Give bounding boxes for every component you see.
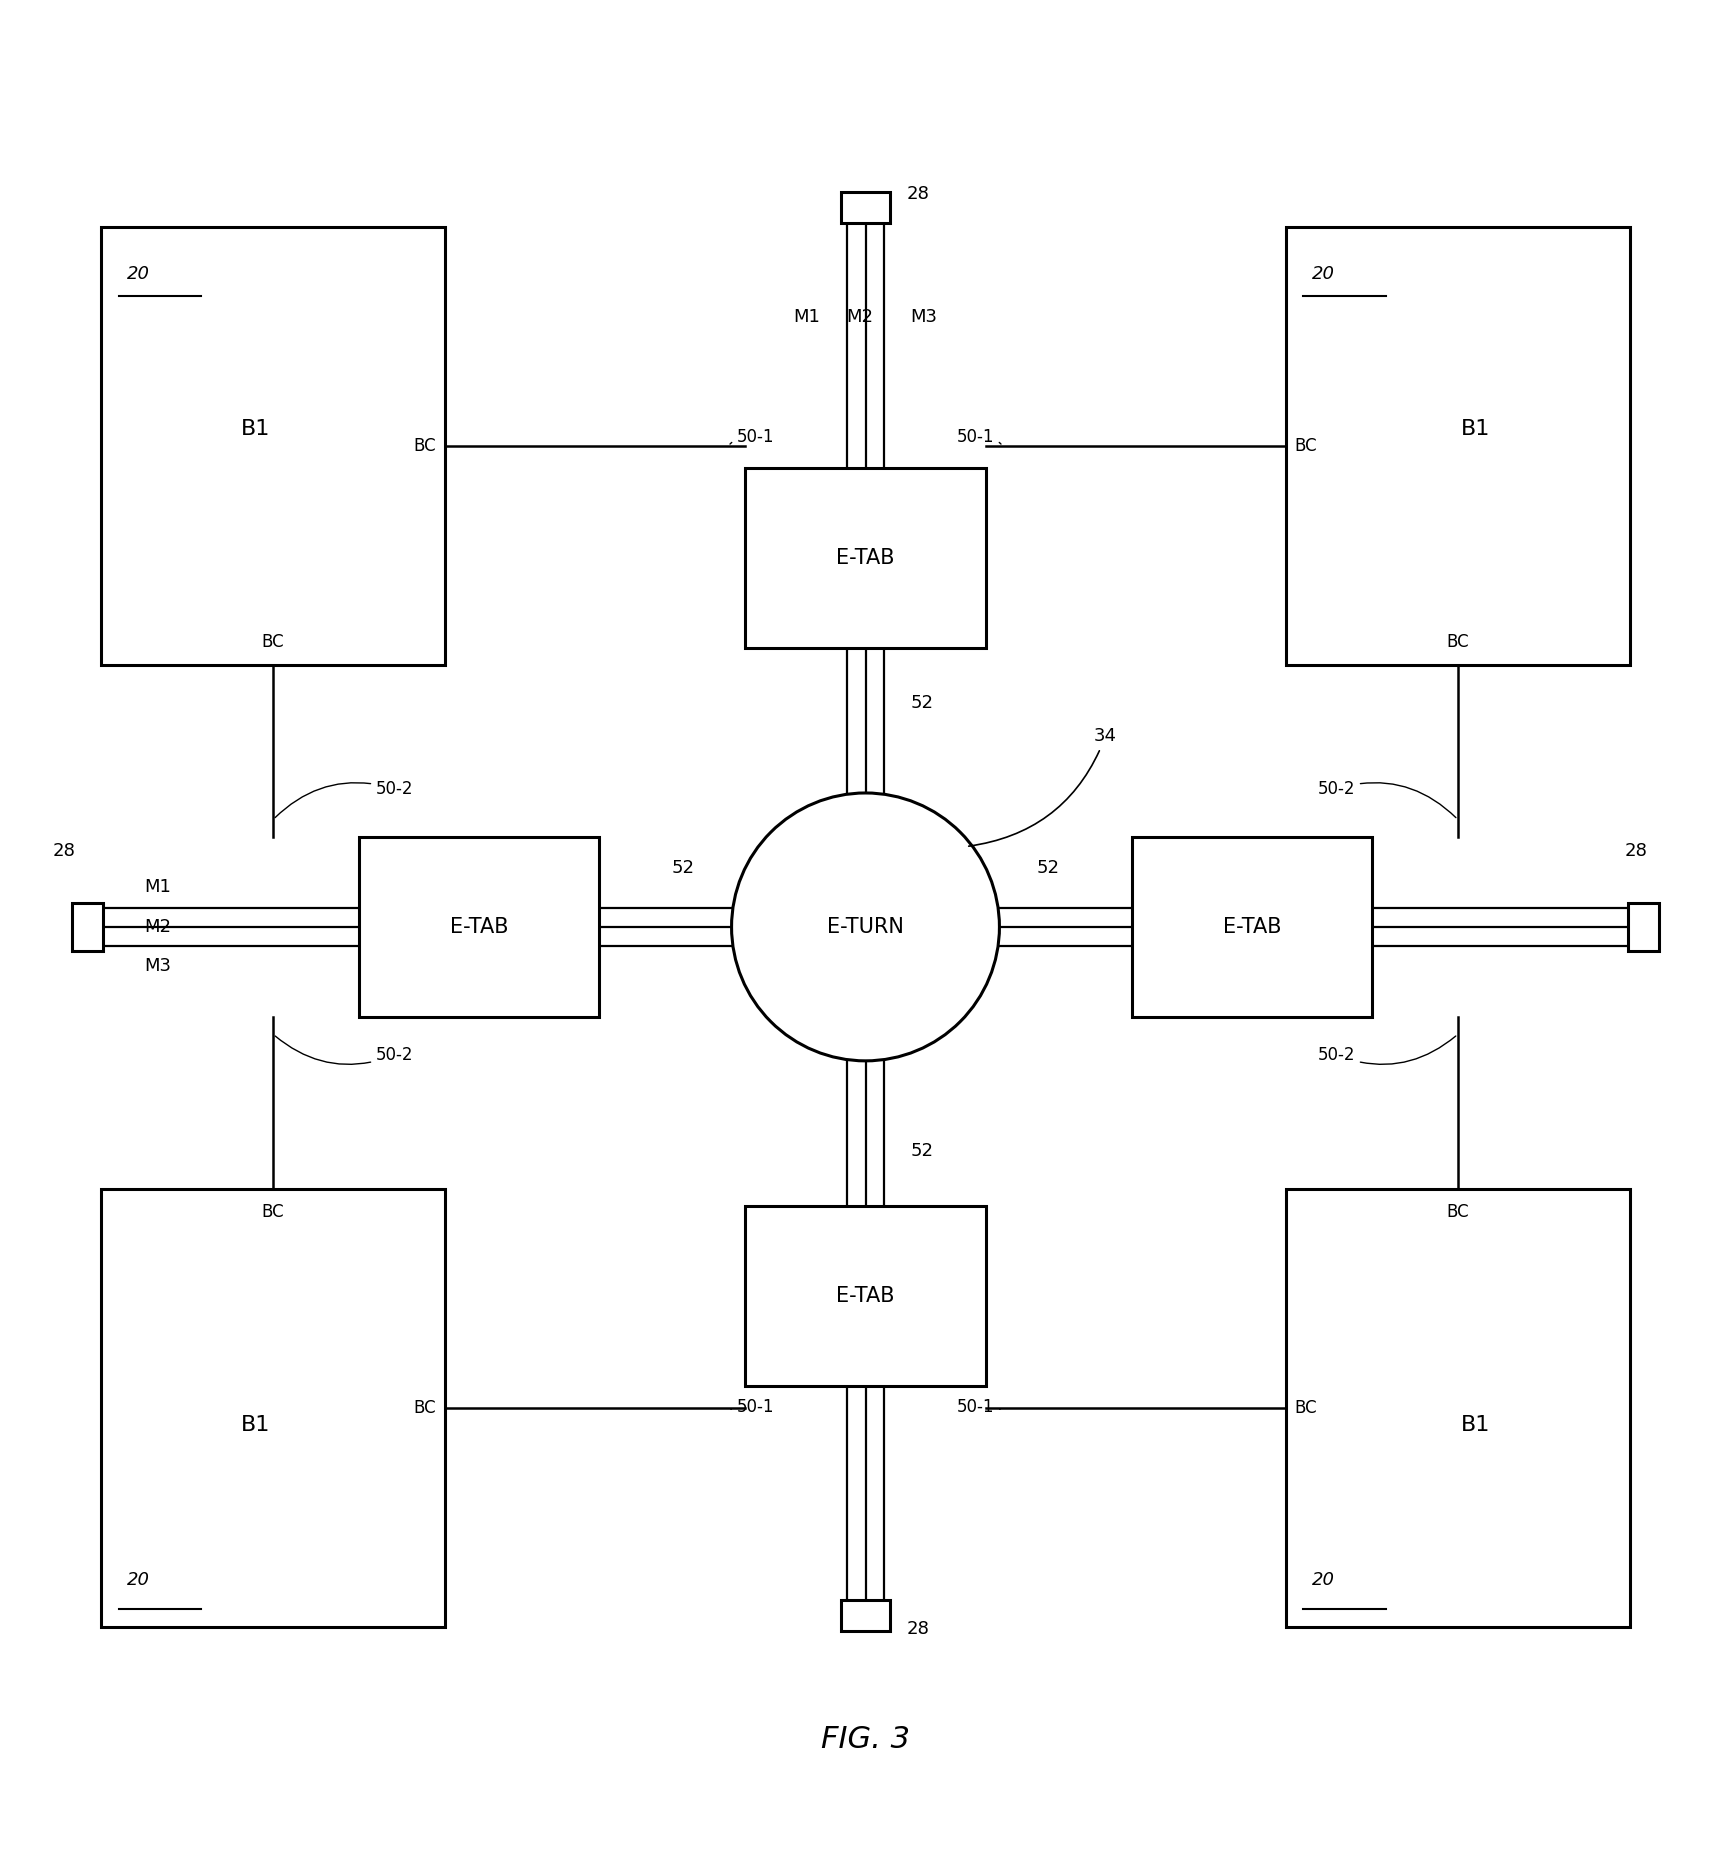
Text: 50-1: 50-1 (730, 428, 773, 445)
Text: E-TAB: E-TAB (450, 917, 509, 937)
Text: FIG. 3: FIG. 3 (820, 1725, 910, 1753)
Bar (1626, 904, 1657, 950)
Bar (102, 226, 445, 664)
Text: 52: 52 (1036, 859, 1059, 877)
Text: 34: 34 (969, 728, 1116, 846)
Text: 28: 28 (52, 842, 74, 861)
Bar (841, 1600, 889, 1632)
Text: 50-1: 50-1 (957, 428, 1000, 445)
Text: BC: BC (1294, 438, 1317, 455)
Text: E-TAB: E-TAB (1221, 917, 1280, 937)
Circle shape (732, 793, 998, 1061)
Text: 28: 28 (907, 1620, 929, 1639)
Bar (746, 1207, 984, 1386)
Text: B1: B1 (240, 1414, 270, 1435)
Text: BC: BC (261, 1203, 284, 1220)
Text: B1: B1 (1460, 419, 1490, 440)
Text: 20: 20 (1311, 266, 1334, 283)
Text: M1: M1 (794, 309, 820, 326)
Text: BC: BC (413, 438, 436, 455)
Text: 28: 28 (1624, 842, 1647, 861)
Bar (746, 468, 984, 647)
Text: M2: M2 (144, 919, 171, 936)
Text: BC: BC (261, 632, 284, 651)
Bar (841, 193, 889, 223)
Text: 20: 20 (126, 1572, 151, 1588)
Text: E-TAB: E-TAB (836, 1285, 894, 1306)
Text: 28: 28 (907, 185, 929, 202)
Bar (1131, 836, 1372, 1018)
Text: 52: 52 (910, 694, 932, 713)
Text: 50-2: 50-2 (275, 1037, 413, 1065)
Text: BC: BC (413, 1400, 436, 1416)
Text: M1: M1 (144, 877, 171, 896)
Bar (1285, 1188, 1628, 1626)
Bar (73, 904, 104, 950)
Text: M3: M3 (144, 958, 171, 975)
Text: BC: BC (1446, 632, 1469, 651)
Text: 50-1: 50-1 (957, 1398, 1000, 1416)
Text: E-TURN: E-TURN (827, 917, 903, 937)
Bar (358, 836, 599, 1018)
Text: E-TAB: E-TAB (836, 548, 894, 567)
Text: M2: M2 (846, 309, 874, 326)
Text: 50-1: 50-1 (730, 1398, 773, 1416)
Text: 52: 52 (671, 859, 694, 877)
Text: B1: B1 (1460, 1414, 1490, 1435)
Text: M3: M3 (910, 309, 938, 326)
Text: 50-2: 50-2 (1317, 1037, 1455, 1065)
Bar (1285, 226, 1628, 664)
Text: 20: 20 (1311, 1572, 1334, 1588)
Text: 20: 20 (126, 266, 151, 283)
Text: B1: B1 (240, 419, 270, 440)
Text: 52: 52 (910, 1141, 932, 1160)
Text: BC: BC (1294, 1400, 1317, 1416)
Text: 50-2: 50-2 (1317, 780, 1455, 818)
Bar (102, 1188, 445, 1626)
Text: BC: BC (1446, 1203, 1469, 1220)
Text: 50-2: 50-2 (275, 780, 413, 818)
